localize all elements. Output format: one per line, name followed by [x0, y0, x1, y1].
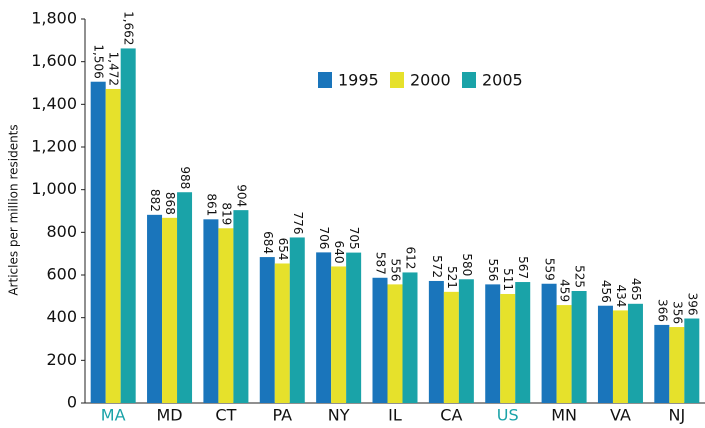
bar — [316, 252, 332, 403]
value-label: 640 — [332, 241, 346, 264]
bar — [259, 257, 275, 403]
bar — [500, 293, 516, 403]
y-tick-label: 1,600 — [31, 51, 77, 70]
bar — [90, 81, 106, 403]
value-label: 459 — [558, 279, 572, 302]
x-tick-label: US — [497, 406, 519, 425]
value-label: 612 — [404, 247, 418, 270]
bar — [612, 310, 628, 403]
x-tick-label: IL — [388, 406, 402, 425]
bar — [402, 272, 418, 403]
bar — [541, 283, 557, 403]
x-tick-label: NJ — [668, 406, 685, 425]
value-label: 465 — [629, 278, 643, 301]
bar — [120, 48, 136, 403]
value-label: 706 — [317, 226, 331, 249]
value-label: 559 — [543, 258, 557, 281]
bar — [387, 284, 403, 403]
value-label: 904 — [234, 184, 248, 207]
bar — [147, 214, 163, 403]
value-label: 819 — [219, 202, 233, 225]
value-label: 882 — [148, 189, 162, 212]
bar — [177, 192, 193, 403]
y-tick-label: 1,400 — [31, 94, 77, 113]
value-label: 705 — [347, 227, 361, 250]
bar — [485, 284, 501, 403]
legend-swatch — [318, 72, 332, 88]
bar — [458, 279, 474, 403]
value-label: 1,472 — [107, 52, 121, 86]
bar — [203, 219, 219, 403]
bar — [162, 217, 178, 403]
y-tick-label: 200 — [46, 350, 77, 369]
x-tick-label: VA — [610, 406, 631, 425]
x-tick-label: MN — [551, 406, 577, 425]
bar — [105, 88, 121, 404]
value-label: 396 — [685, 293, 699, 316]
legend-label: 2000 — [410, 71, 451, 90]
value-label: 684 — [261, 231, 275, 254]
x-tick-label: MD — [156, 406, 182, 425]
value-label: 1,662 — [122, 11, 136, 45]
x-tick-label: CT — [215, 406, 236, 425]
x-tick-label: NY — [328, 406, 350, 425]
value-label: 556 — [389, 258, 403, 281]
bar — [515, 282, 531, 403]
bar — [218, 228, 234, 403]
value-label: 1,506 — [92, 44, 106, 78]
bar — [331, 266, 347, 403]
bar — [346, 252, 362, 403]
bar — [289, 237, 305, 403]
value-label: 580 — [460, 253, 474, 276]
value-label: 587 — [374, 252, 388, 275]
value-label: 366 — [655, 299, 669, 322]
legend-swatch — [390, 72, 404, 88]
x-tick-label: CA — [440, 406, 462, 425]
x-tick-label: MA — [101, 406, 126, 425]
bar — [571, 291, 587, 403]
y-tick-label: 1,000 — [31, 179, 77, 198]
bar — [597, 305, 613, 403]
bar — [627, 303, 643, 403]
value-label: 572 — [430, 255, 444, 278]
value-label: 868 — [163, 192, 177, 215]
value-label: 776 — [291, 212, 305, 235]
y-axis-label: Articles per million residents — [7, 124, 21, 295]
value-label: 434 — [614, 285, 628, 308]
y-tick-label: 1,800 — [31, 9, 77, 28]
bar — [233, 210, 249, 403]
y-tick-label: 600 — [46, 265, 77, 284]
x-tick-label: PA — [272, 406, 292, 425]
bar — [443, 291, 459, 403]
value-label: 456 — [599, 280, 613, 303]
value-label: 521 — [445, 266, 459, 289]
y-tick-label: 1,200 — [31, 137, 77, 156]
y-tick-label: 0 — [67, 393, 77, 412]
bar — [669, 327, 685, 403]
bar — [428, 280, 444, 403]
value-label: 356 — [670, 301, 684, 324]
value-label: 567 — [516, 256, 530, 279]
value-label: 988 — [178, 166, 192, 189]
y-tick-label: 400 — [46, 307, 77, 326]
legend-label: 1995 — [338, 71, 379, 90]
bar — [274, 263, 290, 403]
bar — [654, 324, 670, 403]
value-label: 525 — [573, 265, 587, 288]
legend-label: 2005 — [482, 71, 523, 90]
bar — [684, 318, 700, 403]
value-label: 861 — [204, 193, 218, 216]
value-label: 511 — [501, 268, 515, 291]
value-label: 556 — [486, 258, 500, 281]
bar — [372, 277, 388, 403]
y-tick-label: 800 — [46, 222, 77, 241]
value-label: 654 — [276, 238, 290, 261]
legend-swatch — [462, 72, 476, 88]
bar — [556, 305, 572, 403]
